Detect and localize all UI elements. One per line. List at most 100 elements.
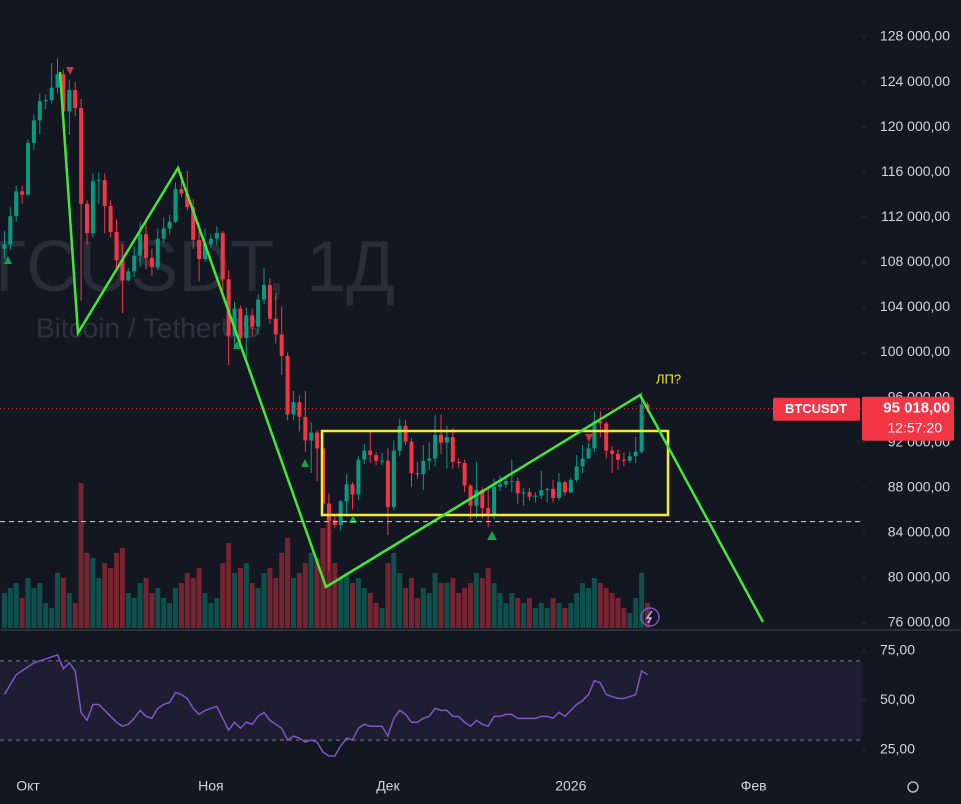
y-tick-label: 120 000,00 [880, 118, 950, 134]
candle-body [627, 456, 632, 461]
rsi-line [3, 654, 648, 757]
candle-body [568, 479, 573, 493]
volume-bar [43, 603, 49, 628]
volume-bar [314, 558, 320, 628]
candle-body [580, 458, 585, 467]
volume [1, 483, 650, 628]
volume-bar [7, 588, 13, 628]
candle-body [214, 233, 219, 239]
volume-bar [562, 608, 568, 628]
candle-body [126, 271, 131, 281]
x-tick-label: Фев [741, 778, 767, 794]
candle-body [55, 74, 60, 88]
candle-body [539, 490, 544, 496]
candle-body [179, 189, 184, 194]
candle-body [120, 260, 125, 281]
volume-bar [161, 598, 167, 628]
candle-body [509, 481, 514, 483]
candle-body [73, 89, 78, 108]
price-tag-label: 95 018,00 [883, 400, 950, 417]
candle-body [604, 423, 609, 451]
volume-bar [108, 568, 114, 628]
countdown: 12:57:20 [888, 419, 943, 435]
volume-bar [237, 568, 243, 628]
volume-bar [25, 578, 31, 628]
y-tick-label: 128 000,00 [880, 28, 950, 44]
volume-bar [603, 588, 609, 628]
candle-body [521, 492, 526, 494]
volume-bar [350, 583, 355, 628]
volume-bar [426, 593, 432, 628]
candle-body [285, 355, 290, 415]
y-tick-label: 116 000,00 [881, 163, 950, 179]
volume-bar [450, 578, 456, 628]
rsi-pane: 25,00 50,00 75,00 [0, 642, 915, 757]
candle-body [338, 501, 343, 525]
volume-bar [291, 578, 296, 628]
y-tick-label: 84 000,00 [888, 524, 950, 540]
volume-bar [485, 568, 491, 628]
candle-body [61, 74, 66, 112]
volume-bar [414, 598, 420, 628]
volume-bar [285, 538, 291, 628]
range-box [320, 429, 670, 517]
volume-bar [37, 583, 43, 628]
volume-bar [190, 578, 196, 628]
candle-body [256, 299, 261, 327]
watermark-subtitle: Bitcoin / TetherUS [36, 312, 260, 343]
volume-bar [137, 583, 143, 628]
candle-body [279, 334, 284, 356]
candle-body [238, 308, 243, 338]
volume-bar [621, 608, 627, 628]
volume-bar [456, 593, 462, 628]
candle-body [562, 482, 567, 493]
volume-bar [332, 563, 338, 628]
candle-body [96, 180, 101, 182]
volume-bar [491, 583, 497, 628]
candle-body [474, 490, 479, 506]
symbol-tag [773, 397, 860, 421]
candle-body [132, 255, 137, 272]
signal [349, 515, 357, 523]
volume-bar [302, 563, 308, 628]
candle-body [85, 203, 89, 234]
volume-bar [591, 578, 597, 628]
volume-bar [462, 588, 468, 628]
volume-bar [143, 578, 149, 628]
drawings [4, 67, 919, 793]
candle-body [309, 432, 314, 441]
y-tick-label: 108 000,00 [880, 253, 950, 269]
volume-bar [96, 578, 102, 628]
signal [66, 67, 74, 75]
candle-body [232, 308, 237, 336]
candle-body [621, 459, 626, 461]
volume-bar [326, 518, 332, 628]
volume-bar [515, 598, 521, 628]
y-tick-label: 88 000,00 [888, 478, 950, 494]
candle-body [533, 495, 538, 497]
volume-bar [261, 573, 267, 628]
volume-bar [273, 578, 279, 628]
alert-icon[interactable] [640, 607, 660, 627]
volume-bar [55, 573, 60, 628]
candle-body [197, 239, 202, 259]
volume-bar [226, 543, 232, 628]
candle-body [138, 234, 143, 256]
candle-body [633, 451, 638, 457]
volume-bar [633, 598, 639, 628]
candle-body [208, 238, 213, 245]
signals-up [4, 256, 497, 540]
rsi-tick-label: 50,00 [880, 691, 915, 707]
candle-body [155, 238, 160, 267]
candle-body [557, 482, 561, 498]
volume-bar [597, 583, 603, 628]
candle-body [273, 318, 278, 335]
volume-bar [479, 578, 485, 628]
volume-bar [544, 608, 550, 628]
settings-icon[interactable] [907, 781, 919, 793]
candle-body [161, 228, 166, 239]
alert-icon-bolt [645, 610, 653, 624]
candle-body [326, 503, 331, 521]
watermark: BTCUSDT, 1Д [0, 227, 395, 307]
